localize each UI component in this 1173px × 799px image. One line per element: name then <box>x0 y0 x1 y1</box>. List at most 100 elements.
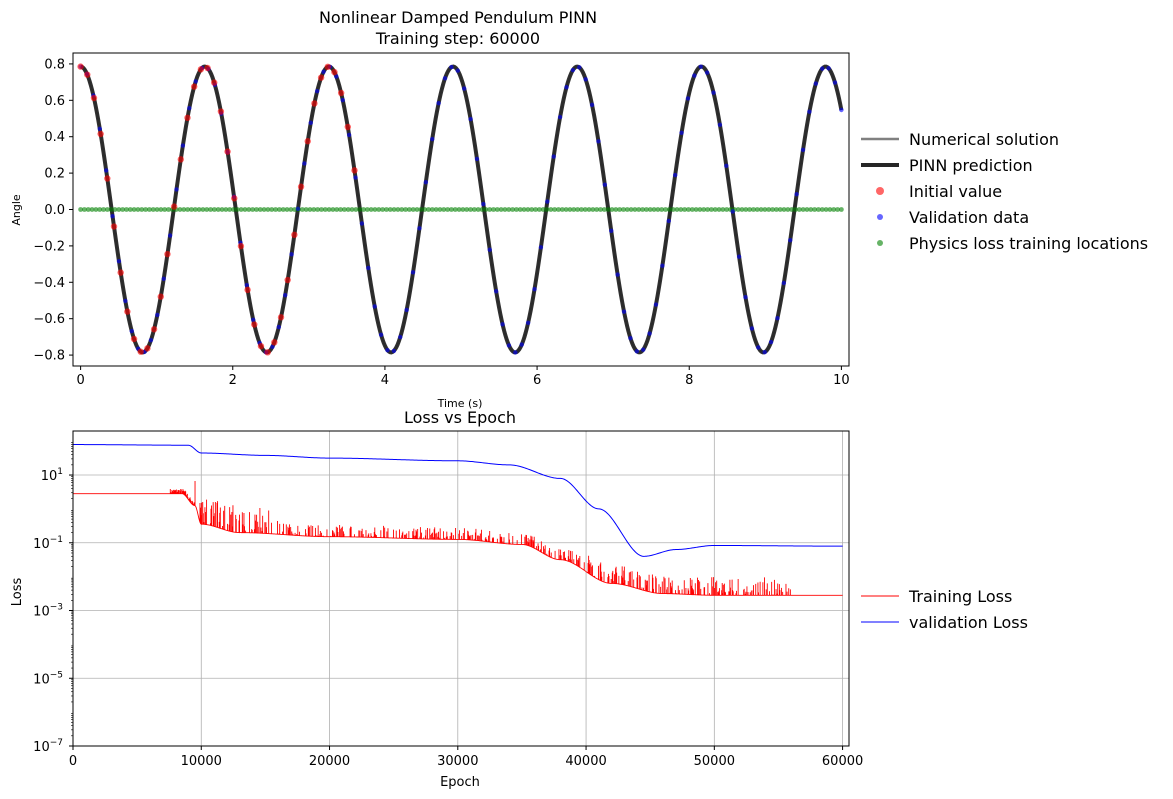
validation-point <box>788 238 793 243</box>
physics-point <box>414 207 420 212</box>
loss-title: Loss vs Epoch <box>404 408 516 427</box>
physics-point <box>158 207 164 212</box>
physics-point <box>127 207 133 212</box>
physics-point <box>556 207 561 212</box>
validation-point <box>366 265 371 271</box>
physics-point <box>257 207 263 212</box>
initial-value-point <box>251 321 258 328</box>
physics-point <box>116 207 122 212</box>
physics-point <box>349 207 355 212</box>
initial-value-point <box>331 68 338 76</box>
initial-value-point <box>184 114 191 122</box>
physics-point <box>796 207 802 212</box>
validation-point <box>103 168 109 173</box>
physics-point <box>751 207 756 212</box>
loss-axes-frame <box>72 430 850 747</box>
validation-point <box>493 289 499 294</box>
physics-point <box>747 207 753 212</box>
loss-xtick-label: 40000 <box>565 754 606 769</box>
physics-point <box>575 207 581 212</box>
physics-point <box>204 207 210 212</box>
physics-point <box>720 207 726 212</box>
validation-point <box>615 272 620 277</box>
physics-point <box>712 207 718 212</box>
validation-point <box>704 70 710 75</box>
physics-point <box>143 207 148 212</box>
validation-point <box>174 187 179 192</box>
physics-point <box>827 207 833 212</box>
physics-point <box>674 207 680 212</box>
validation-point <box>743 294 748 300</box>
physics-point <box>353 207 359 212</box>
physics-point <box>590 207 596 212</box>
initial-value-point <box>337 89 345 97</box>
validation-point <box>583 77 588 82</box>
physics-point <box>181 207 187 212</box>
pendulum-legend: Numerical solution PINN prediction Initi… <box>861 130 1148 253</box>
initial-value-point <box>324 63 331 71</box>
validation-point <box>711 90 716 95</box>
initial-value-point <box>84 71 91 78</box>
validation-point <box>353 175 358 180</box>
physics-point <box>563 207 569 212</box>
physics-point <box>651 207 657 212</box>
physics-point <box>533 207 538 212</box>
validation-point <box>768 339 774 345</box>
physics-point <box>819 207 825 212</box>
initial-value-point <box>110 223 118 230</box>
loss-ytick-label: 10−3 <box>33 603 63 620</box>
physics-point <box>376 207 382 212</box>
physics-point <box>678 207 684 212</box>
pendulum-ytick-label: −0.4 <box>33 276 65 291</box>
physics-point <box>640 207 645 212</box>
physics-point <box>487 207 493 212</box>
loss-ticks: 0 10000 20000 30000 40000 50000 60000 101 10−1 10… <box>33 442 863 769</box>
legend-training-label: Training Loss <box>908 587 1012 606</box>
loss-xtick-label: 50000 <box>694 754 735 769</box>
validation-point <box>570 67 576 73</box>
validation-point <box>820 66 825 71</box>
physics-point <box>372 207 378 212</box>
physics-point <box>429 207 435 212</box>
validation-point <box>730 209 735 214</box>
initial-value-point <box>311 100 318 107</box>
physics-point <box>743 207 749 212</box>
physics-point <box>544 207 550 212</box>
validation-point <box>660 263 665 268</box>
physics-point <box>804 207 810 212</box>
initial-value-point <box>297 183 305 190</box>
physics-point <box>422 207 428 212</box>
physics-point <box>101 207 106 212</box>
validation-point <box>398 334 403 340</box>
physics-point <box>498 207 504 212</box>
loss-legend: Training Loss validation Loss <box>861 587 1028 632</box>
validation-point <box>340 97 345 103</box>
validation-point <box>244 282 250 288</box>
physics-point <box>510 207 516 212</box>
physics-point <box>716 207 722 212</box>
validation-point <box>756 345 761 350</box>
validation-point <box>538 245 544 250</box>
physics-point <box>124 207 129 212</box>
physics-point <box>808 207 814 212</box>
physics-point <box>406 207 412 212</box>
loss-xtick-label: 0 <box>69 754 77 769</box>
physics-point <box>579 207 584 212</box>
physics-point <box>586 207 592 212</box>
loss-xtick-label: 20000 <box>309 754 350 769</box>
initial-value-point <box>237 242 245 250</box>
physics-point <box>644 207 649 212</box>
validation-point <box>525 320 531 325</box>
physics-point <box>701 207 707 212</box>
physics-point <box>540 207 546 212</box>
validation-point <box>110 213 115 219</box>
validation-point <box>423 180 429 185</box>
physics-point <box>445 207 451 212</box>
validation-point <box>589 102 595 108</box>
validation-point <box>161 276 166 282</box>
physics-point <box>483 207 489 212</box>
initial-value-point <box>231 195 238 202</box>
pendulum-ytick-label: 0.2 <box>44 167 65 182</box>
validation-point <box>551 154 556 159</box>
validation-point <box>385 347 390 353</box>
